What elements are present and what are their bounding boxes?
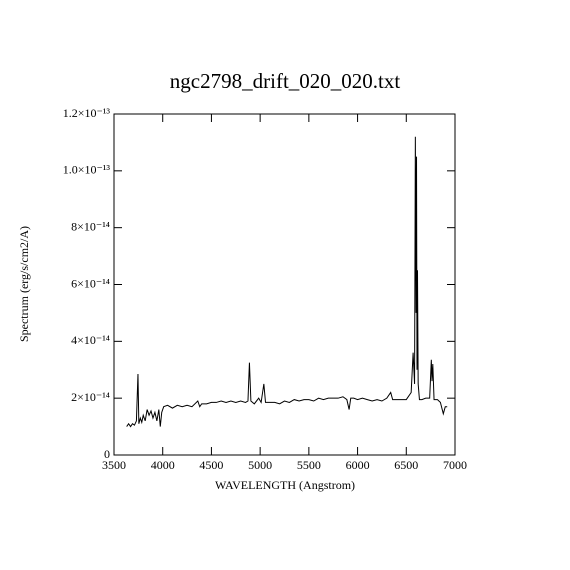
x-tick-label: 6000 (346, 458, 370, 472)
y-tick-label: 1.0×10⁻¹³ (63, 163, 111, 177)
x-tick-label: 4000 (151, 458, 175, 472)
chart-title: ngc2798_drift_020_020.txt (170, 69, 401, 93)
y-tick-label: 0 (104, 447, 110, 461)
x-tick-label: 5000 (248, 458, 272, 472)
x-tick-label: 5500 (297, 458, 321, 472)
y-tick-label: 6×10⁻¹⁴ (71, 276, 110, 290)
x-tick-label: 6500 (394, 458, 418, 472)
y-tick-label: 8×10⁻¹⁴ (71, 219, 110, 233)
x-tick-label: 4500 (199, 458, 223, 472)
y-tick-label: 4×10⁻¹⁴ (71, 333, 110, 347)
x-tick-label: 3500 (102, 458, 126, 472)
y-tick-label: 1.2×10⁻¹³ (63, 106, 111, 120)
spectrum-line (126, 136, 448, 428)
x-axis-label: WAVELENGTH (Angstrom) (215, 478, 355, 492)
y-tick-label: 2×10⁻¹⁴ (71, 390, 110, 404)
y-axis-label: Spectrum (erg/s/cm2/A) (17, 226, 31, 342)
x-tick-label: 7000 (443, 458, 467, 472)
